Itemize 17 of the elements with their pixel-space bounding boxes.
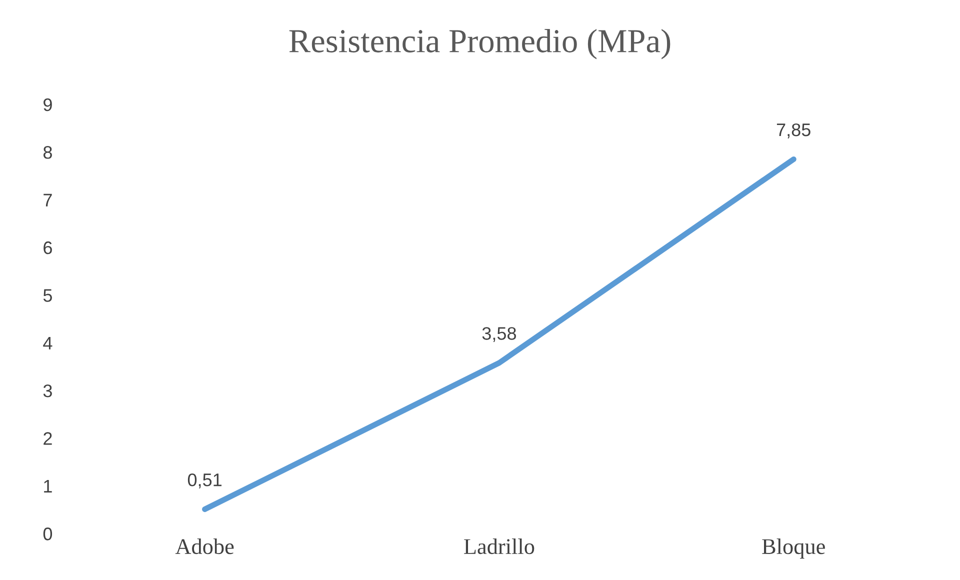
data-label: 0,51 [188,473,222,488]
y-tick-label: 7 [44,194,52,206]
y-tick-label: 1 [44,480,52,492]
x-tick-label: Bloque [762,538,825,559]
y-tick-label: 3 [43,384,52,398]
y-tick-label: 4 [43,336,52,350]
chart-title: Resistencia Promedio (MPa) [289,29,670,60]
y-tick-label: 2 [44,432,52,445]
x-tick-label: Ladrillo [464,538,534,554]
y-tick-label: 8 [43,146,52,159]
y-tick-label: 0 [43,528,52,540]
data-label: 7,85 [776,123,810,138]
y-tick-label: 6 [44,241,52,254]
y-tick-label: 9 [44,98,52,112]
y-tick-label: 5 [43,289,52,302]
x-tick-label: Adobe [175,538,234,554]
data-label: 3,58 [482,327,516,342]
